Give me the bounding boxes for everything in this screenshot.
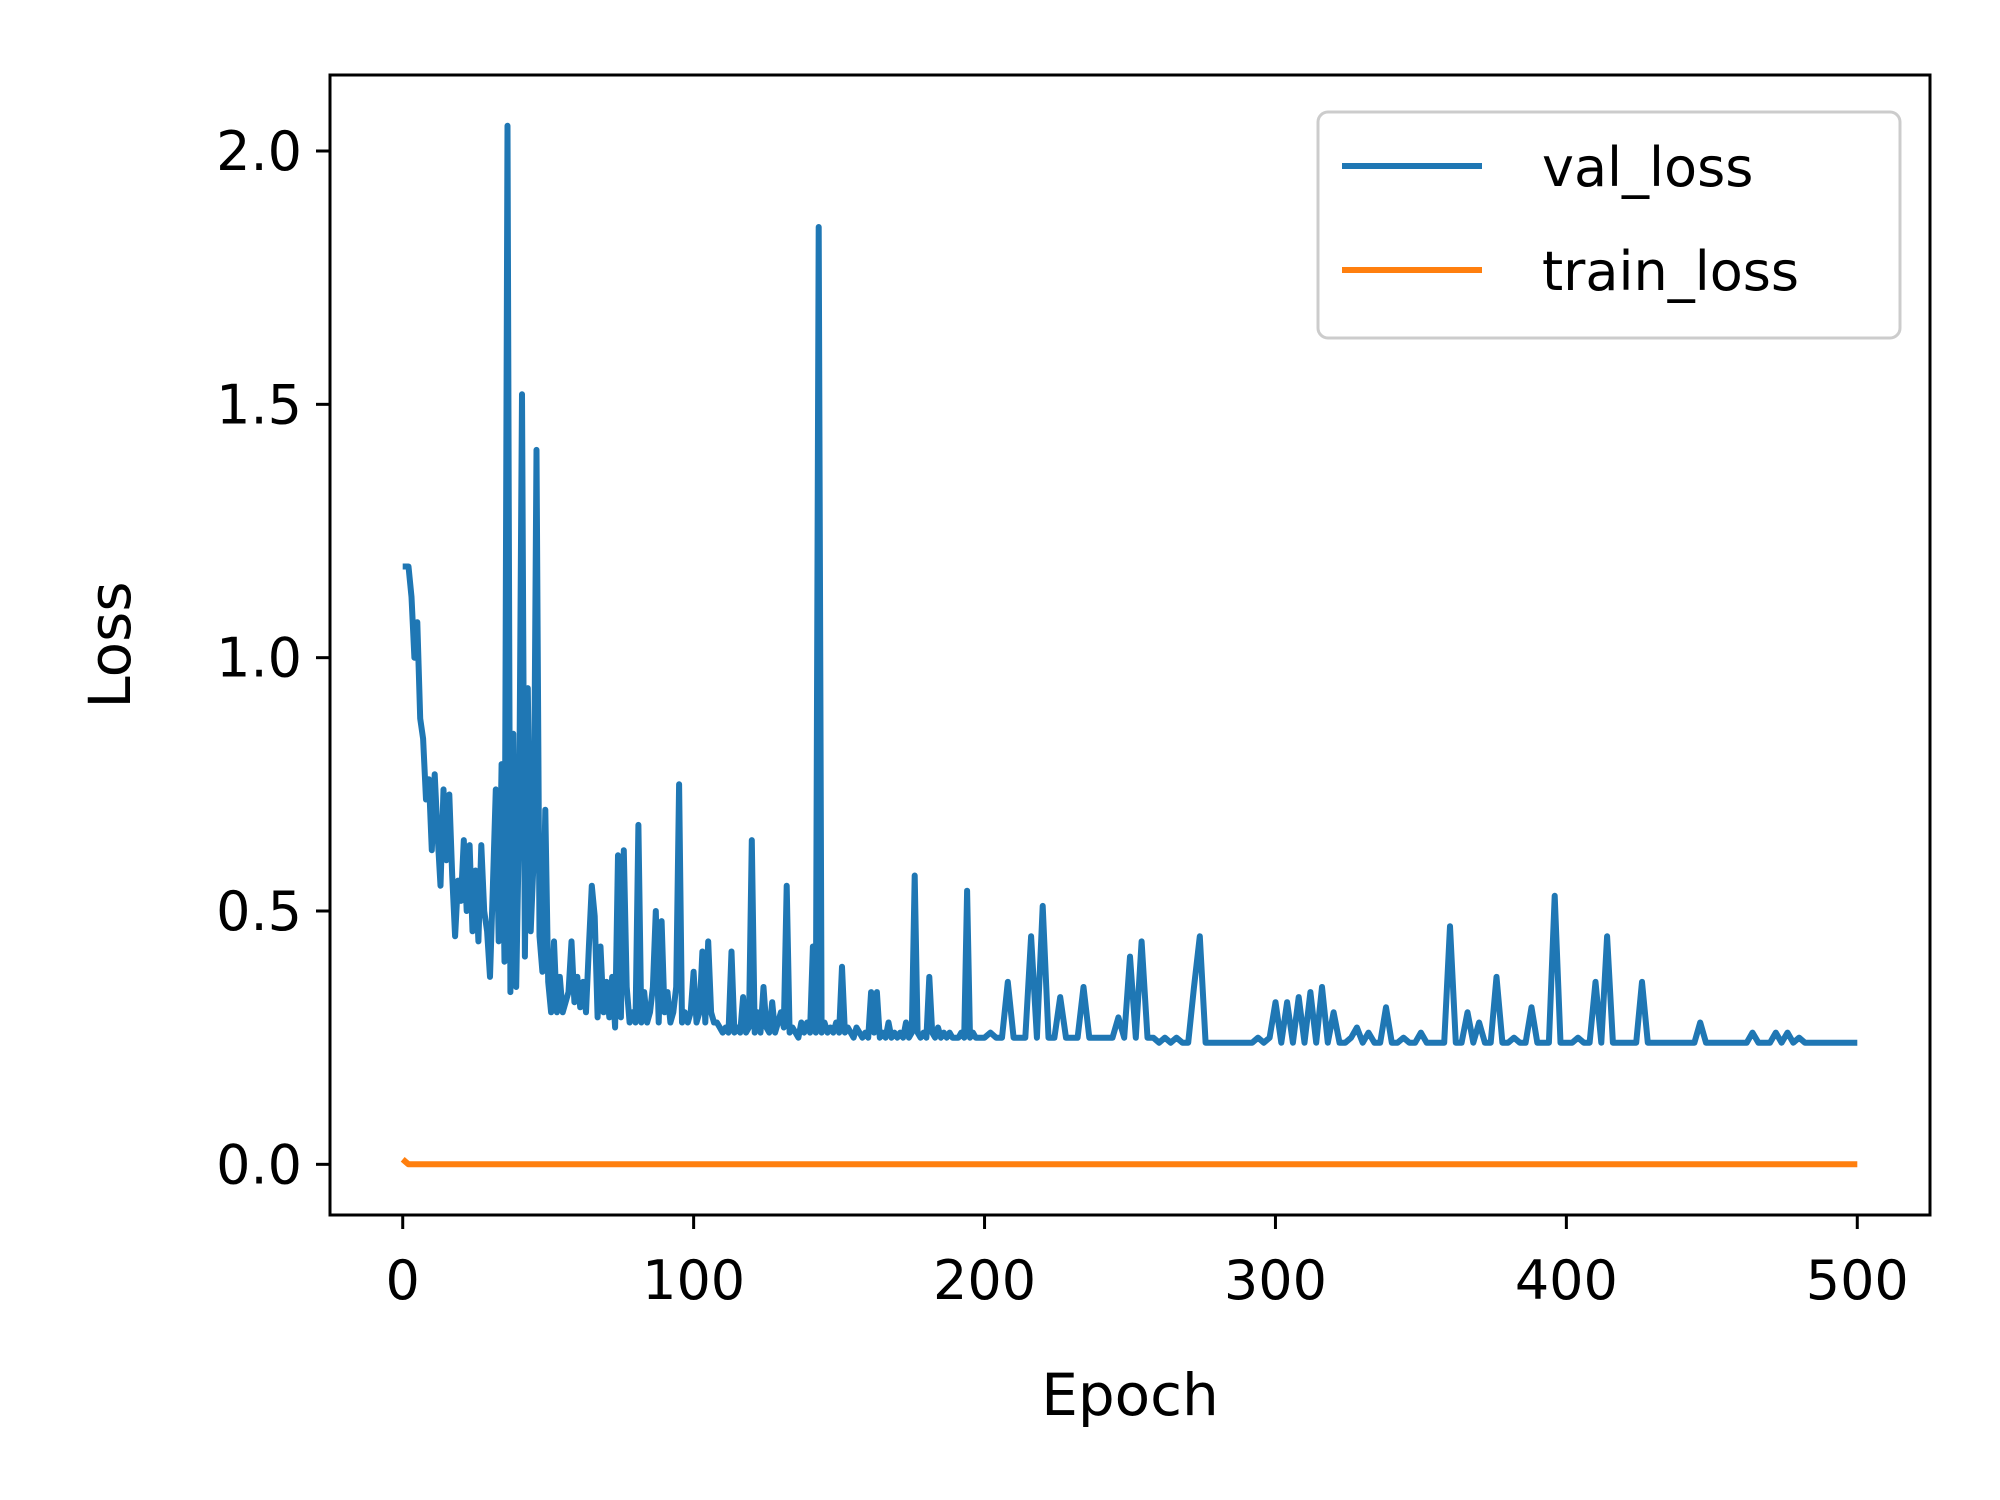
x-tick-label: 0 — [386, 1249, 420, 1312]
x-tick-label: 200 — [933, 1249, 1036, 1312]
plot-frame — [328, 73, 1932, 1217]
series-layer — [400, 122, 1858, 1168]
x-tick-label: 300 — [1224, 1249, 1327, 1312]
x-axis-ticks: 0 100 200 300 400 500 — [386, 1215, 1909, 1312]
x-tick-label: 500 — [1806, 1249, 1909, 1312]
legend: val_loss train_loss — [1316, 110, 1902, 340]
legend-label-train-loss: train_loss — [1542, 240, 1799, 303]
y-tick-label: 1.5 — [216, 373, 302, 436]
y-axis-label: Loss — [76, 581, 144, 708]
y-tick-label: 1.0 — [216, 627, 302, 690]
x-axis-label: Epoch — [1041, 1361, 1219, 1429]
y-tick-label: 2.0 — [216, 120, 302, 183]
y-axis-ticks: 0.0 0.5 1.0 1.5 2.0 — [216, 120, 330, 1196]
legend-label-val-loss: val_loss — [1542, 136, 1753, 199]
series-line-val-loss — [402, 122, 1858, 1046]
y-tick-label: 0.0 — [216, 1133, 302, 1196]
x-tick-label: 400 — [1515, 1249, 1618, 1312]
x-tick-label: 100 — [642, 1249, 745, 1312]
series-line-train-loss — [400, 1157, 1858, 1168]
y-tick-label: 0.5 — [216, 880, 302, 943]
